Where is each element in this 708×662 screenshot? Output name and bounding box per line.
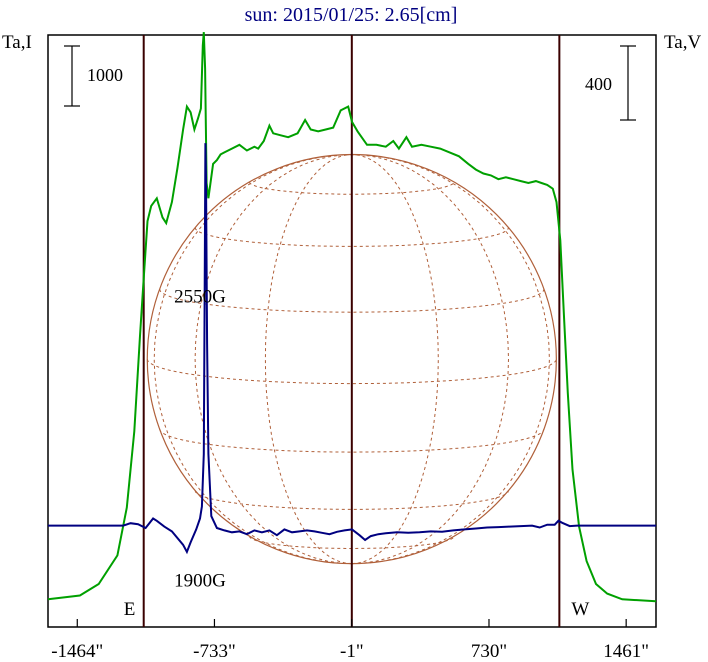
annotation-1900G: 1900G <box>174 571 226 592</box>
longitude-line <box>264 154 352 565</box>
longitude-line <box>351 154 439 565</box>
y-left-label: Ta,I <box>2 32 32 53</box>
scale-bar-left <box>64 45 80 107</box>
latitude-line <box>146 358 557 385</box>
scale-bar-right <box>620 45 636 121</box>
y-right-label: Ta,V <box>664 32 701 53</box>
x-tick-label: 1461" <box>603 641 649 662</box>
longitude-line <box>153 154 352 565</box>
limb-markers <box>142 35 561 627</box>
scale-label-right: 400 <box>585 74 612 94</box>
x-tick-label: -1464" <box>51 641 103 662</box>
series-line-V <box>48 143 656 555</box>
west-limb-label: W <box>571 599 589 620</box>
scale-label-left: 1000 <box>87 65 123 85</box>
x-tick-label: -1" <box>340 641 364 662</box>
east-limb-label: E <box>124 599 136 620</box>
series-line-I <box>47 32 657 603</box>
longitude-line <box>351 154 550 565</box>
chart-title: sun: 2015/01/25: 2.65[cm] <box>245 4 458 26</box>
x-tick-label: 730" <box>471 641 507 662</box>
x-tick-label: -733" <box>193 641 236 662</box>
latitude-line <box>194 490 509 510</box>
latitude-line <box>194 227 509 247</box>
annotation-2550G: 2550G <box>174 287 226 308</box>
longitude-line <box>351 154 510 565</box>
x-axis-ticks: -1464" -733" -1" 730" 1461" <box>51 619 649 662</box>
longitude-line <box>194 154 352 565</box>
